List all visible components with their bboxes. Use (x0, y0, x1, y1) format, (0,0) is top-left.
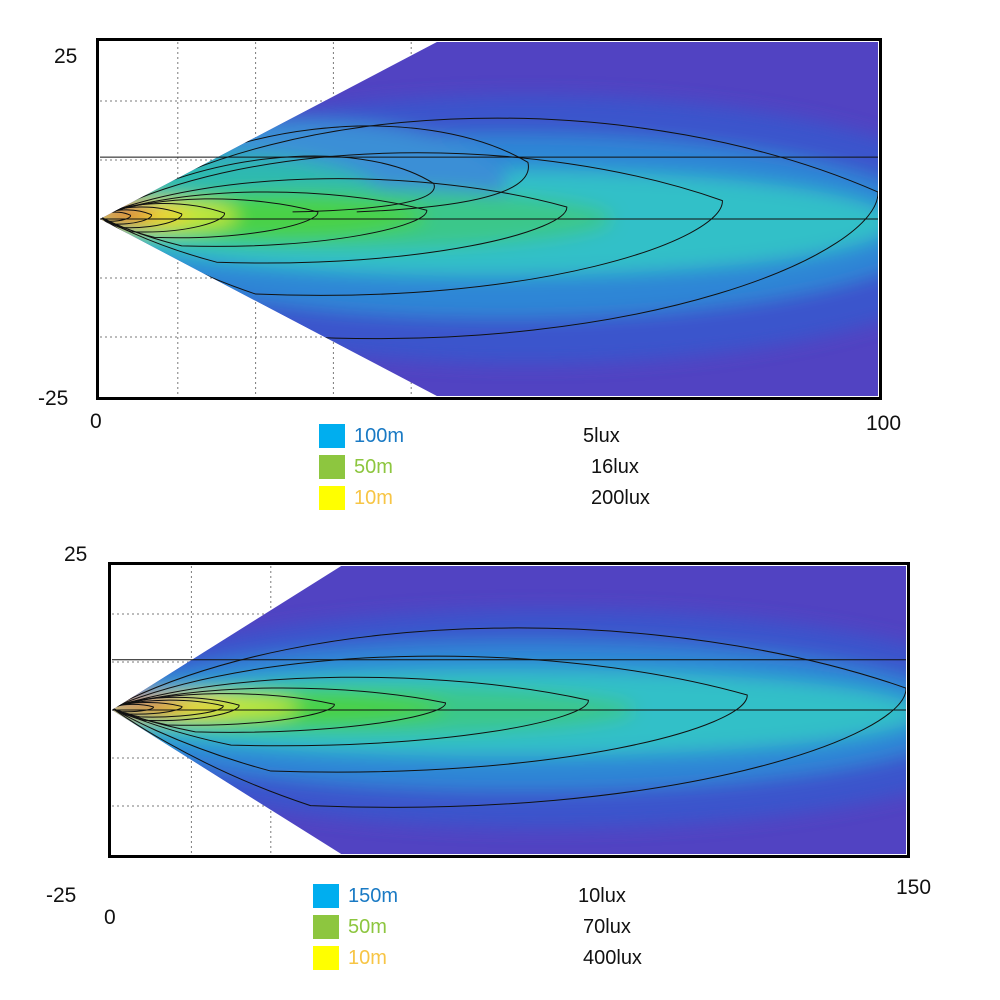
contour-line (100, 198, 319, 239)
x-tick-label-end: 100 (866, 412, 902, 435)
contour-line (100, 155, 435, 217)
legend-lux: 10lux (578, 885, 626, 907)
x-tick-label-start: 0 (104, 906, 116, 929)
x-tick-label-start: 0 (90, 410, 102, 433)
legend-distance: 10m (354, 487, 393, 509)
legend-lux: 70lux (583, 916, 631, 938)
contour-line (112, 696, 240, 722)
legend-item: 100m 5lux (0, 424, 1000, 454)
isolux-contours (112, 627, 906, 808)
chart-panel-top: 25 -25 0 100 100m 5lux 50m 16lux 10m 200… (0, 38, 1000, 516)
chart-panel-bottom: 25 -25 0 150 150m 10lux 50m 70lux 10m 40… (0, 530, 1000, 1000)
legend-item: 150m 10lux (0, 884, 1000, 914)
legend-distance: 150m (348, 885, 399, 907)
contour-line (112, 687, 446, 733)
legend-item: 50m 16lux (0, 455, 1000, 485)
contour-line (112, 627, 906, 808)
legend-swatch (313, 884, 339, 908)
legend-swatch (313, 946, 339, 970)
contour-line (100, 178, 568, 264)
legend-distance: 50m (354, 456, 393, 478)
legend-swatch (319, 486, 345, 510)
legend-item: 10m 400lux (0, 946, 1000, 976)
legend-swatch (319, 424, 345, 448)
legend-item: 50m 70lux (0, 915, 1000, 945)
legend-swatch (319, 455, 345, 479)
legend-swatch (313, 915, 339, 939)
contour-line (112, 655, 748, 773)
contour-line (112, 676, 589, 747)
y-tick-label-bottom: -25 (46, 884, 77, 907)
legend-lux: 400lux (583, 947, 642, 969)
plot-frame (108, 562, 910, 858)
legend-lux: 16lux (591, 456, 639, 478)
legend-distance: 100m (354, 425, 405, 447)
y-tick-label-top: 25 (64, 543, 88, 566)
legend-item: 10m 200lux (0, 486, 1000, 516)
legend-lux: 5lux (583, 425, 620, 447)
legend-lux: 200lux (591, 487, 650, 509)
isolux-plot-top (96, 38, 882, 400)
legend-distance: 50m (348, 916, 387, 938)
x-tick-label-end: 150 (896, 876, 932, 899)
y-tick-label-top: 25 (54, 45, 78, 68)
legend-distance: 10m (348, 947, 387, 969)
isolux-plot-bottom (108, 562, 910, 858)
y-tick-label-bottom: -25 (38, 387, 69, 410)
plot-frame (96, 38, 882, 400)
contour-line (100, 191, 428, 247)
